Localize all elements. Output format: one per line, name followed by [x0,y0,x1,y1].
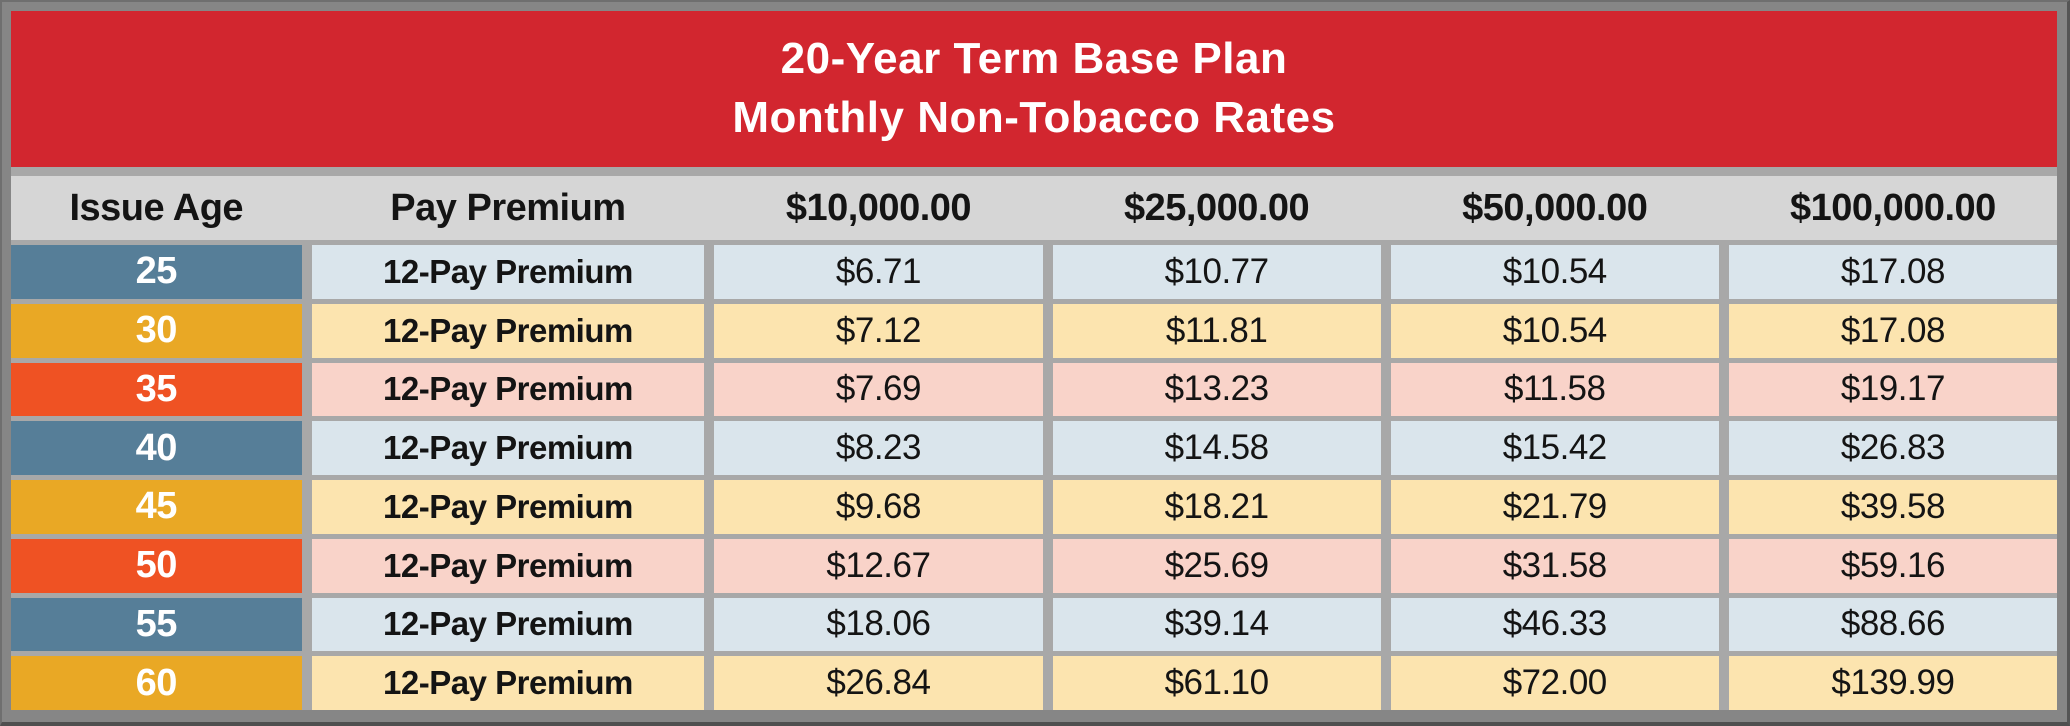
pay-premium-cell: 12-Pay Premium [311,538,705,593]
rate-cell-100000: $17.08 [1728,303,2057,358]
rate-cell-25000: $10.77 [1052,245,1381,299]
rate-cell-25000: $11.81 [1052,303,1381,358]
column-header-issue-age: Issue Age [69,186,244,229]
pay-premium-cell: 12-Pay Premium [311,656,705,710]
table-row-age-55: 55 12-Pay Premium $18.06 $39.14 $46.33 $… [11,597,2057,652]
rate-cell-100000: $139.99 [1728,656,2057,710]
rate-cell-10000: $6.71 [714,245,1043,299]
rate-cell-10000: $8.23 [714,421,1043,475]
pay-premium-cell: 12-Pay Premium [311,245,705,299]
rate-cell-10000: $12.67 [714,538,1043,593]
table-row-age-50: 50 12-Pay Premium $12.67 $25.69 $31.58 $… [11,538,2057,593]
issue-age-cell: 35 [11,362,302,417]
pay-premium-cell: 12-Pay Premium [311,362,705,417]
rate-cell-100000: $39.58 [1728,480,2057,534]
issue-age-cell: 30 [11,303,302,358]
pay-premium-cell: 12-Pay Premium [311,480,705,534]
table-row-age-35: 35 12-Pay Premium $7.69 $13.23 $11.58 $1… [11,362,2057,417]
rate-cell-100000: $88.66 [1728,597,2057,652]
rate-cell-50000: $46.33 [1390,597,1719,652]
rate-cell-50000: $15.42 [1390,421,1719,475]
rate-cell-25000: $18.21 [1052,480,1381,534]
table-row-age-30: 30 12-Pay Premium $7.12 $11.81 $10.54 $1… [11,303,2057,358]
rate-cell-25000: $13.23 [1052,362,1381,417]
issue-age-cell: 55 [11,597,302,652]
rate-cell-50000: $21.79 [1390,480,1719,534]
pay-premium-cell: 12-Pay Premium [311,421,705,475]
rate-cell-25000: $14.58 [1052,421,1381,475]
table-header-row: Issue Age Pay Premium $10,000.00 $25,000… [11,176,2057,240]
rate-cell-10000: $7.12 [714,303,1043,358]
rate-cell-50000: $10.54 [1390,245,1719,299]
rate-cell-25000: $61.10 [1052,656,1381,710]
column-header-pay-premium: Pay Premium [390,186,626,229]
rates-table: Issue Age Pay Premium $10,000.00 $25,000… [11,167,2057,710]
table-row-age-45: 45 12-Pay Premium $9.68 $18.21 $21.79 $3… [11,480,2057,534]
issue-age-cell: 25 [11,245,302,299]
issue-age-cell: 45 [11,480,302,534]
rate-cell-10000: $18.06 [714,597,1043,652]
rate-cell-50000: $10.54 [1390,303,1719,358]
rate-cell-50000: $31.58 [1390,538,1719,593]
pay-premium-cell: 12-Pay Premium [311,597,705,652]
rate-cell-100000: $17.08 [1728,245,2057,299]
issue-age-cell: 60 [11,656,302,710]
column-header-50000: $50,000.00 [1462,186,1648,229]
rate-cell-50000: $72.00 [1390,656,1719,710]
rate-cell-25000: $25.69 [1052,538,1381,593]
issue-age-cell: 40 [11,421,302,475]
issue-age-cell: 50 [11,538,302,593]
rate-cell-10000: $26.84 [714,656,1043,710]
rate-cell-100000: $19.17 [1728,362,2057,417]
pay-premium-cell: 12-Pay Premium [311,303,705,358]
column-header-100000: $100,000.00 [1790,186,1996,229]
column-header-10000: $10,000.00 [785,186,972,229]
rate-cell-100000: $59.16 [1728,538,2057,593]
title-line-1: 20-Year Term Base Plan [780,34,1288,84]
title-banner: 20-Year Term Base Plan Monthly Non-Tobac… [11,11,2057,167]
column-header-25000: $25,000.00 [1124,186,1310,229]
rate-cell-50000: $11.58 [1390,362,1719,417]
rate-cell-25000: $39.14 [1052,597,1381,652]
table-row-age-40: 40 12-Pay Premium $8.23 $14.58 $15.42 $2… [11,421,2057,475]
rate-cell-10000: $7.69 [714,362,1043,417]
rate-cell-100000: $26.83 [1728,421,2057,475]
rate-cell-10000: $9.68 [714,480,1043,534]
table-row-age-25: 25 12-Pay Premium $6.71 $10.77 $10.54 $1… [11,245,2057,299]
title-line-2: Monthly Non-Tobacco Rates [732,93,1336,142]
table-row-age-60: 60 12-Pay Premium $26.84 $61.10 $72.00 $… [11,656,2057,710]
